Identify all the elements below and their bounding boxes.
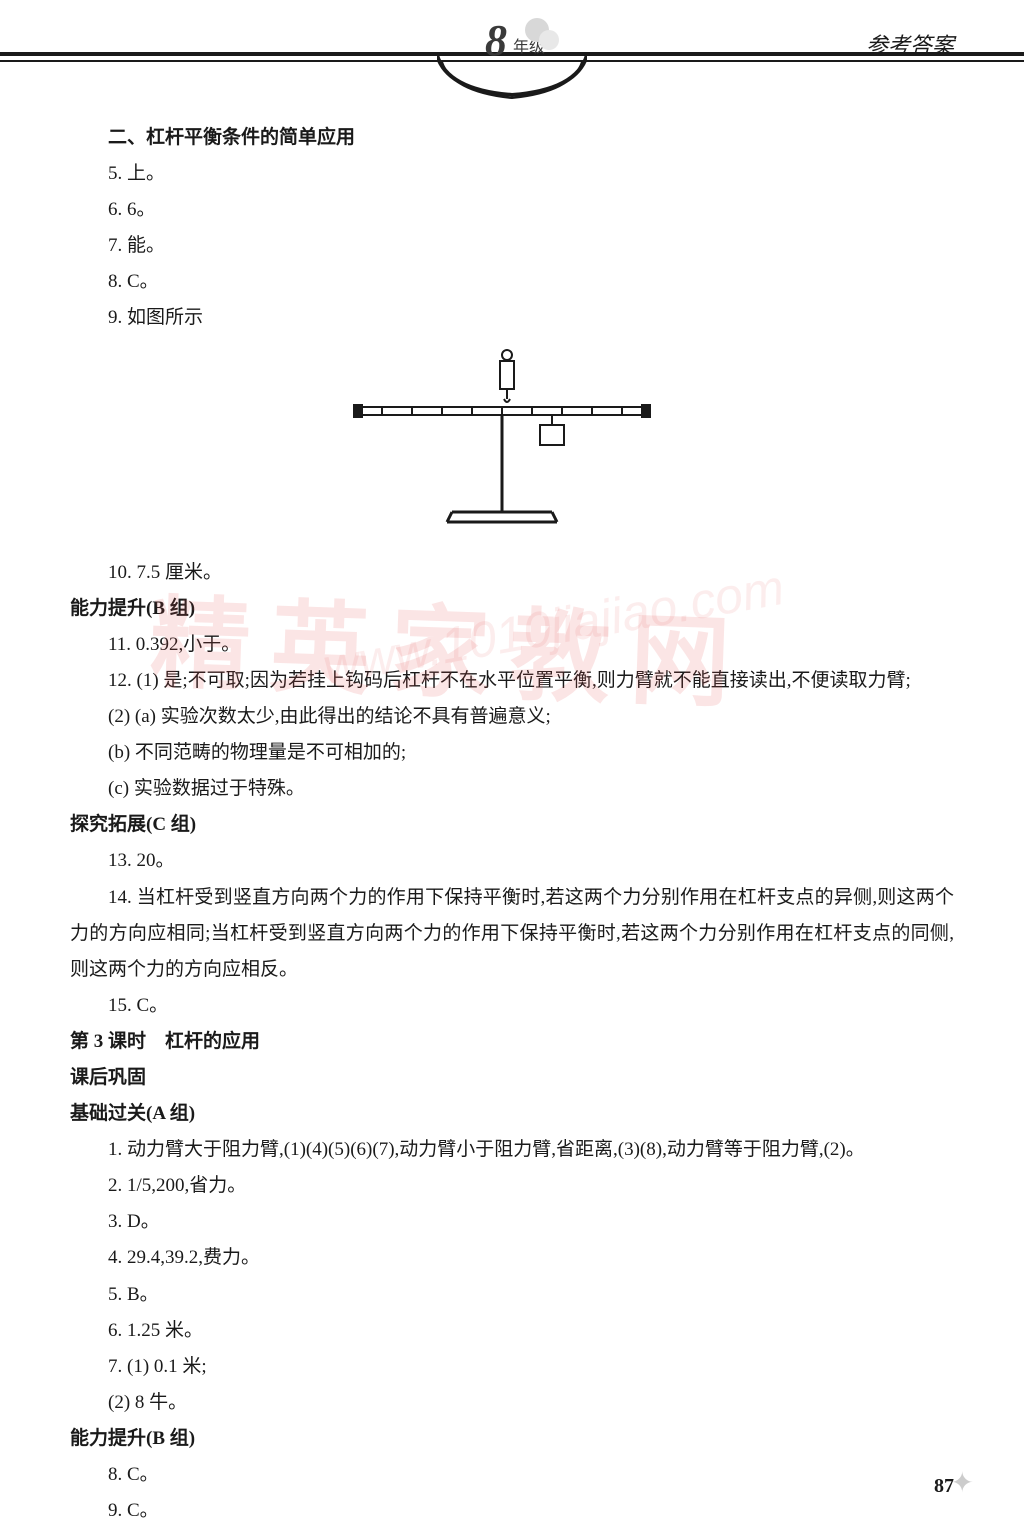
answer-item: 7. 能。 [70,228,954,264]
page-content: 二、杠杆平衡条件的简单应用 5. 上。 6. 6。 7. 能。 8. C。 9.… [0,80,1024,1529]
answer-item: 15. C。 [70,988,954,1024]
lesson-title: 第 3 课时 杠杆的应用 [70,1024,954,1060]
answer-item: 6. 6。 [70,192,954,228]
header-right-label: 参考答案 [866,25,954,67]
svg-text:8: 8 [485,16,507,65]
answer-item: 5. B。 [70,1277,954,1313]
grade-badge: 8 年级 [437,10,587,113]
lever-diagram [70,347,954,550]
star-icon: ✦ [951,1457,974,1510]
answer-item: 12. (1) 是;不可取;因为若挂上钩码后杠杆不在水平位置平衡,则力臂就不能直… [70,663,954,699]
group-a-title: 基础过关(A 组) [70,1096,954,1132]
answer-item: 7. (1) 0.1 米; [70,1349,954,1385]
group-c-title: 探究拓展(C 组) [70,807,954,843]
group-b2-title: 能力提升(B 组) [70,1421,954,1457]
answer-item: 10. 7.5 厘米。 [70,555,954,591]
answer-item: 9. 如图所示 [70,300,954,336]
answer-item: (c) 实验数据过于特殊。 [70,771,954,807]
section-title: 二、杠杆平衡条件的简单应用 [70,120,954,156]
answer-item: 8. C。 [70,264,954,300]
answer-item: 13. 20。 [70,843,954,879]
answer-item: (b) 不同范畴的物理量是不可相加的; [70,735,954,771]
answer-item: 8. C。 [70,1457,954,1493]
answer-item: 11. 0.392,小于。 [70,627,954,663]
answer-item: 9. C。 [70,1493,954,1529]
answer-item: 6. 1.25 米。 [70,1313,954,1349]
answer-item: (2) (a) 实验次数太少,由此得出的结论不具有普遍意义; [70,699,954,735]
page-header: 8 年级 参考答案 [0,0,1024,80]
answer-item: 14. 当杠杆受到竖直方向两个力的作用下保持平衡时,若这两个力分别作用在杠杆支点… [70,880,954,988]
page-number: 87 [934,1467,954,1505]
answer-item: (2) 8 牛。 [70,1385,954,1421]
answer-item: 4. 29.4,39.2,费力。 [70,1240,954,1276]
answer-item: 1. 动力臂大于阻力臂,(1)(4)(5)(6)(7),动力臂小于阻力臂,省距离… [70,1132,954,1168]
answer-item: 3. D。 [70,1204,954,1240]
answer-item: 5. 上。 [70,156,954,192]
group-b-title: 能力提升(B 组) [70,591,954,627]
afterclass-title: 课后巩固 [70,1060,954,1096]
answer-item: 2. 1/5,200,省力。 [70,1168,954,1204]
